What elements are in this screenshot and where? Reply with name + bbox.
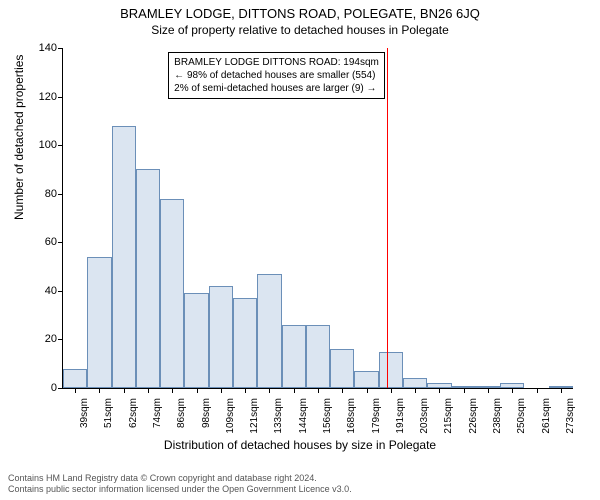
plot-area: 02040608010012014039sqm51sqm62sqm74sqm86…	[62, 48, 572, 388]
x-tick-mark	[269, 388, 270, 393]
y-tick-mark	[58, 242, 63, 243]
x-tick-label: 273sqm	[565, 394, 576, 434]
x-tick-mark	[197, 388, 198, 393]
histogram-bar	[354, 371, 378, 388]
x-tick-label: 168sqm	[346, 394, 357, 434]
histogram-bar	[87, 257, 111, 388]
x-tick-mark	[439, 388, 440, 393]
plot: 02040608010012014039sqm51sqm62sqm74sqm86…	[62, 48, 573, 389]
y-tick-mark	[58, 145, 63, 146]
x-tick-label: 156sqm	[322, 394, 333, 434]
histogram-bar	[233, 298, 257, 388]
x-tick-label: 98sqm	[201, 394, 212, 428]
footer-line-1: Contains HM Land Registry data © Crown c…	[8, 473, 352, 485]
y-tick-mark	[58, 48, 63, 49]
histogram-bar	[63, 369, 87, 388]
x-tick-label: 215sqm	[443, 394, 454, 434]
histogram-bar	[330, 349, 354, 388]
x-tick-label: 179sqm	[371, 394, 382, 434]
annotation-line: 2% of semi-detached houses are larger (9…	[174, 82, 379, 95]
x-tick-label: 203sqm	[419, 394, 430, 434]
x-tick-mark	[172, 388, 173, 393]
y-axis-label: Number of detached properties	[12, 55, 26, 220]
chart-subtitle: Size of property relative to detached ho…	[0, 23, 600, 37]
footer-line-2: Contains public sector information licen…	[8, 484, 352, 496]
x-tick-label: 109sqm	[225, 394, 236, 434]
histogram-bar	[184, 293, 208, 388]
y-tick-mark	[58, 97, 63, 98]
x-tick-mark	[537, 388, 538, 393]
x-tick-label: 191sqm	[395, 394, 406, 434]
x-tick-label: 144sqm	[298, 394, 309, 434]
y-tick-mark	[58, 388, 63, 389]
x-tick-mark	[488, 388, 489, 393]
x-tick-mark	[512, 388, 513, 393]
x-tick-mark	[245, 388, 246, 393]
x-tick-mark	[294, 388, 295, 393]
histogram-bar	[160, 199, 184, 388]
histogram-bar	[112, 126, 136, 388]
x-tick-label: 250sqm	[516, 394, 527, 434]
x-tick-label: 86sqm	[176, 394, 187, 428]
x-tick-label: 133sqm	[273, 394, 284, 434]
y-tick-mark	[58, 339, 63, 340]
annotation-line: BRAMLEY LODGE DITTONS ROAD: 194sqm	[174, 56, 379, 69]
x-tick-label: 121sqm	[249, 394, 260, 434]
histogram-bar	[282, 325, 306, 388]
x-tick-label: 74sqm	[152, 394, 163, 428]
x-tick-mark	[391, 388, 392, 393]
annotation-callout: BRAMLEY LODGE DITTONS ROAD: 194sqm← 98% …	[168, 52, 385, 99]
histogram-bar	[306, 325, 330, 388]
x-tick-mark	[561, 388, 562, 393]
x-tick-mark	[415, 388, 416, 393]
chart-title: BRAMLEY LODGE, DITTONS ROAD, POLEGATE, B…	[0, 0, 600, 21]
x-tick-mark	[342, 388, 343, 393]
x-tick-label: 62sqm	[128, 394, 139, 428]
x-tick-mark	[221, 388, 222, 393]
x-tick-mark	[124, 388, 125, 393]
x-tick-mark	[367, 388, 368, 393]
x-tick-mark	[148, 388, 149, 393]
x-tick-label: 261sqm	[541, 394, 552, 434]
x-tick-mark	[318, 388, 319, 393]
histogram-bar	[209, 286, 233, 388]
x-tick-mark	[464, 388, 465, 393]
histogram-bar	[257, 274, 281, 388]
reference-line	[387, 48, 388, 388]
x-tick-mark	[99, 388, 100, 393]
annotation-line: ← 98% of detached houses are smaller (55…	[174, 69, 379, 82]
y-tick-mark	[58, 194, 63, 195]
histogram-bar	[379, 352, 403, 388]
x-tick-label: 226sqm	[468, 394, 479, 434]
x-tick-label: 51sqm	[103, 394, 114, 428]
footer-attribution: Contains HM Land Registry data © Crown c…	[8, 473, 352, 496]
histogram-bar	[403, 378, 427, 388]
x-axis-label: Distribution of detached houses by size …	[0, 438, 600, 452]
y-tick-mark	[58, 291, 63, 292]
x-tick-label: 39sqm	[79, 394, 90, 428]
histogram-bar	[136, 169, 160, 388]
x-tick-mark	[75, 388, 76, 393]
chart-container: BRAMLEY LODGE, DITTONS ROAD, POLEGATE, B…	[0, 0, 600, 500]
x-tick-label: 238sqm	[492, 394, 503, 434]
